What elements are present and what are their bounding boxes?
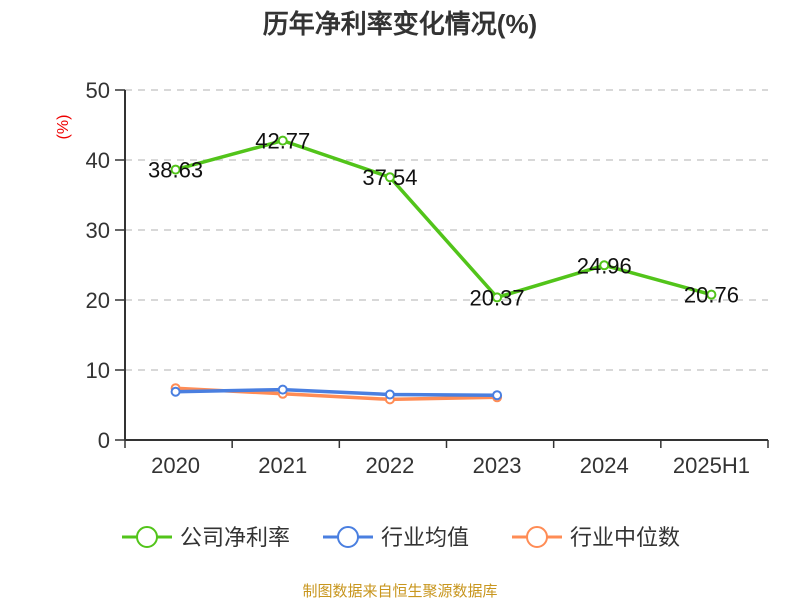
data-point bbox=[277, 384, 288, 395]
data-point bbox=[492, 390, 503, 401]
legend-label: 行业均值 bbox=[381, 525, 469, 550]
data-point bbox=[277, 135, 288, 146]
source-note: 制图数据来自恒生聚源数据库 bbox=[302, 583, 497, 600]
series-line-0 bbox=[175, 138, 712, 300]
y-tick-label: 40 bbox=[86, 148, 110, 173]
x-tick-label: 2022 bbox=[365, 453, 414, 478]
y-axis-label: (%) bbox=[55, 115, 72, 140]
y-tick-label: 20 bbox=[86, 288, 110, 313]
data-point bbox=[384, 172, 395, 183]
legend-item-2[interactable]: 行业中位数 bbox=[512, 525, 680, 550]
legend-circle-icon bbox=[337, 526, 359, 548]
y-tick-label: 0 bbox=[98, 428, 110, 453]
legend-circle-icon bbox=[136, 526, 158, 548]
x-tick-label: 2023 bbox=[473, 453, 522, 478]
legend-label: 公司净利率 bbox=[180, 525, 290, 550]
y-tick-label: 50 bbox=[86, 78, 110, 103]
legend-item-1[interactable]: 行业均值 bbox=[323, 525, 469, 550]
data-point bbox=[706, 289, 717, 300]
data-label: 37.54 bbox=[362, 165, 417, 190]
data-label: 24.96 bbox=[577, 253, 632, 278]
x-tick-label: 2025H1 bbox=[673, 453, 750, 478]
data-label: 20.37 bbox=[470, 285, 525, 310]
data-label: 38.63 bbox=[148, 158, 203, 183]
data-point bbox=[599, 260, 610, 271]
legend-label: 行业中位数 bbox=[570, 525, 680, 550]
data-point bbox=[384, 389, 395, 400]
legend-circle-icon bbox=[526, 526, 548, 548]
y-tick-label: 30 bbox=[86, 218, 110, 243]
data-point bbox=[170, 164, 181, 175]
legend-item-0[interactable]: 公司净利率 bbox=[122, 525, 290, 550]
chart-title: 历年净利率变化情况(%) bbox=[263, 9, 537, 39]
x-tick-label: 2020 bbox=[151, 453, 200, 478]
x-tick-label: 2024 bbox=[580, 453, 629, 478]
data-label: 20.76 bbox=[684, 283, 739, 308]
series-line-1 bbox=[175, 387, 498, 397]
y-tick-label: 10 bbox=[86, 358, 110, 383]
x-tick-label: 2021 bbox=[258, 453, 307, 478]
data-point bbox=[492, 292, 503, 303]
data-point bbox=[170, 386, 181, 397]
data-label: 42.77 bbox=[255, 129, 310, 154]
